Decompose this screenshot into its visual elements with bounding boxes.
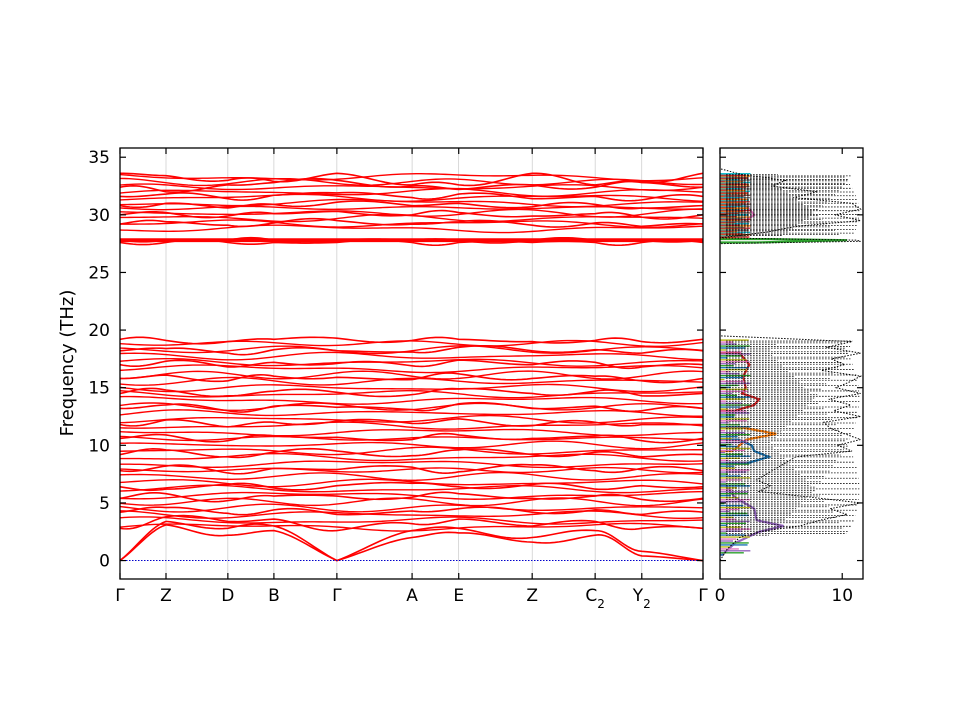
band-line <box>120 491 703 503</box>
band-line <box>120 172 703 187</box>
band-x-tick-label: Γ <box>698 586 708 606</box>
band-x-tick-label: D <box>221 586 234 606</box>
band-line <box>120 446 703 456</box>
band-line <box>120 497 703 507</box>
band-y-tick-label: 15 <box>88 379 110 399</box>
band-line <box>120 471 703 482</box>
band-line <box>120 193 703 202</box>
total-dos <box>720 168 863 561</box>
band-line <box>120 395 703 405</box>
band-line <box>120 440 703 450</box>
band-line <box>120 414 703 424</box>
band-line <box>120 370 703 380</box>
band-line <box>120 357 703 367</box>
band-line <box>120 359 703 370</box>
band-x-tick-subscript: 2 <box>643 597 651 611</box>
dos-x-ticks: 0 10 <box>715 148 853 606</box>
band-line <box>120 351 703 361</box>
dos-y-ticks <box>720 156 863 562</box>
band-y-tick-label: 35 <box>88 148 110 168</box>
band-line <box>120 187 703 197</box>
band-line <box>120 409 703 417</box>
band-line <box>120 224 703 234</box>
band-line <box>120 466 703 474</box>
band-line <box>120 191 703 202</box>
band-line <box>120 339 703 348</box>
band-line <box>120 447 703 459</box>
band-line <box>120 402 703 412</box>
band-line <box>120 452 703 462</box>
band-line <box>120 345 703 355</box>
band-x-tick-label: A <box>406 586 418 606</box>
band-y-tick-label: 0 <box>99 552 110 572</box>
band-line <box>120 208 703 218</box>
band-x-tick-label: Z <box>160 586 172 606</box>
band-line <box>120 516 703 525</box>
band-line <box>120 490 703 500</box>
band-line <box>120 219 703 229</box>
dos-x-tick-label: 10 <box>831 586 853 606</box>
band-line <box>120 428 703 437</box>
band-line <box>120 364 703 374</box>
band-line <box>120 510 703 520</box>
band-line <box>120 421 703 430</box>
y-axis-label: Frequency (THz) <box>57 290 78 437</box>
band-x-tick-label: Γ <box>115 586 125 606</box>
band-x-tick-label: E <box>453 586 464 606</box>
band-x-ticks: Γ Z D B Γ A E Z C2 Y2 Γ <box>115 148 708 611</box>
band-line <box>120 383 703 393</box>
band-line <box>120 372 703 384</box>
total-dos-curve <box>720 168 863 561</box>
band-line <box>120 217 703 228</box>
partial-dos-curve <box>720 438 773 464</box>
band-line <box>120 522 703 532</box>
band-line <box>120 177 703 187</box>
dos-panel: 0 10 <box>715 147 864 606</box>
band-x-tick-label: Z <box>526 586 538 606</box>
band-line <box>120 478 703 488</box>
band-x-tick-subscript: 2 <box>597 597 605 611</box>
dos-axes-frame <box>719 147 864 580</box>
band-y-tick-label: 25 <box>88 263 110 283</box>
dos-x-tick-label: 0 <box>715 586 726 606</box>
band-line <box>120 390 703 399</box>
band-line <box>120 183 703 192</box>
band-line <box>120 205 703 211</box>
band-y-tick-label: 20 <box>88 321 110 341</box>
band-line <box>120 435 703 442</box>
band-line <box>120 524 703 562</box>
band-line <box>120 344 703 356</box>
band-y-tick-label: 10 <box>88 436 110 456</box>
band-line <box>120 503 703 513</box>
band-x-tick-label: B <box>268 586 280 606</box>
band-x-tick-label: Γ <box>332 586 342 606</box>
band-lines <box>120 172 703 562</box>
band-line <box>120 173 703 182</box>
partial-dos-curve <box>720 237 848 244</box>
band-line <box>120 506 703 516</box>
band-y-tick-label: 5 <box>99 494 110 514</box>
band-y-ticks: 0 5 10 15 20 25 30 35 <box>88 148 703 572</box>
band-line <box>120 376 703 386</box>
band-line <box>120 484 703 494</box>
band-y-tick-label: 30 <box>88 206 110 226</box>
band-line <box>120 460 703 469</box>
band-line <box>120 463 703 475</box>
